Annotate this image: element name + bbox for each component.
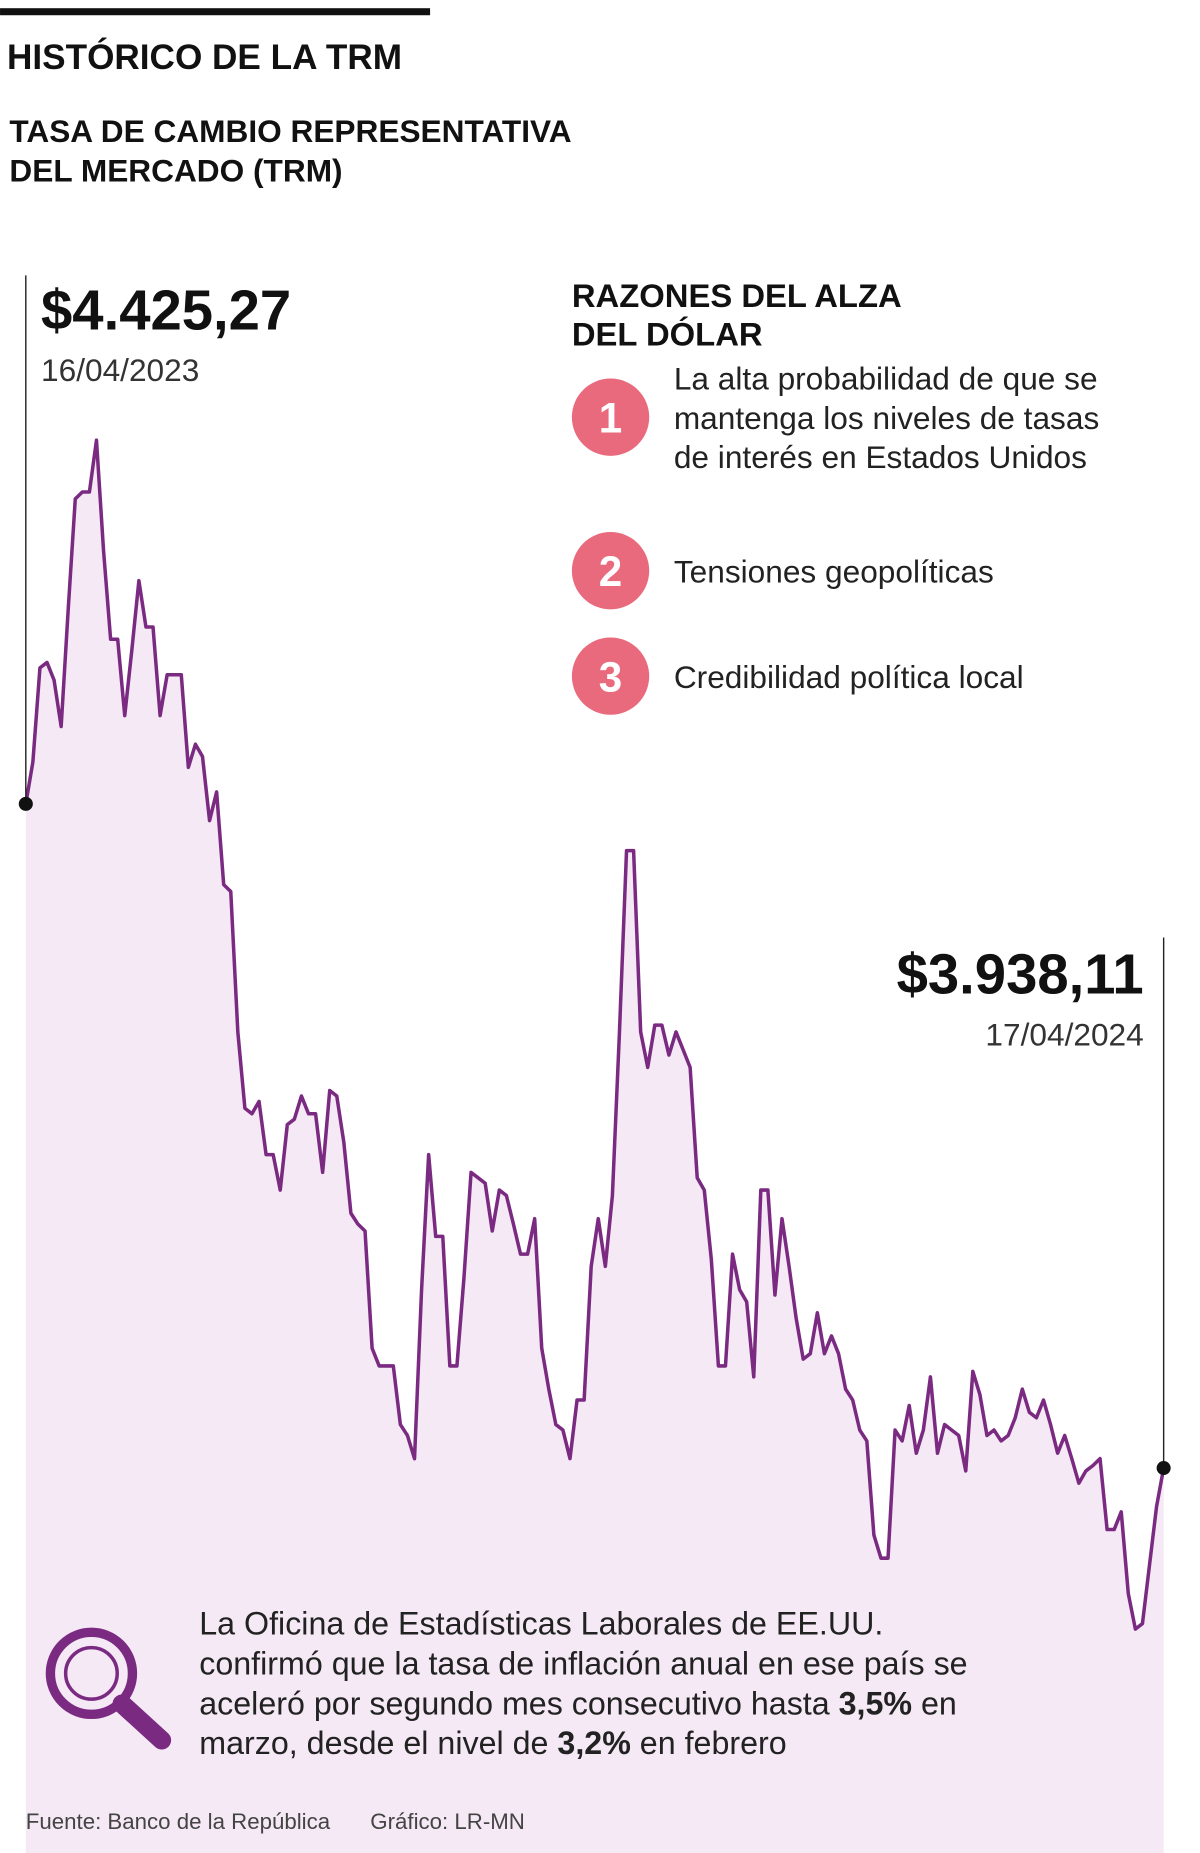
note-line: La Oficina de Estadísticas Laborales de … [199, 1606, 883, 1642]
subtitle-line: TASA DE CAMBIO REPRESENTATIVA [9, 113, 571, 149]
date-label: 16/04/2023 [41, 352, 199, 388]
note-segment: en febrero [631, 1725, 787, 1761]
note-segment: 3,2% [557, 1725, 630, 1761]
top-bar [0, 8, 431, 16]
note-line: marzo, desde el nivel de 3,2% en febrero [199, 1725, 786, 1761]
credit: Gráfico: LR-MN [370, 1809, 525, 1834]
chart-title: HISTÓRICO DE LA TRM [7, 37, 402, 77]
reasons-heading: DEL DÓLAR [572, 316, 763, 353]
note-segment: confirmó que la tasa de inflación anual … [199, 1646, 967, 1682]
reason-badge [571, 637, 650, 715]
chart-layer [24, 438, 1166, 1853]
reason-text: Tensiones geopolíticas [674, 553, 994, 589]
source: Fuente: Banco de la República [26, 1809, 331, 1834]
reason-text: de interés en Estados Unidos [674, 439, 1087, 475]
note-segment: La Oficina de Estadísticas Laborales de … [199, 1606, 883, 1642]
reason-number: 3 [599, 653, 622, 700]
value-label: $3.938,11 [897, 943, 1144, 1006]
reason-text: mantenga los niveles de tasas [674, 400, 1099, 436]
note-line: aceleró por segundo mes consecutivo hast… [199, 1685, 957, 1721]
note-segment: marzo, desde el nivel de [199, 1725, 557, 1761]
magnifier-icon [45, 1627, 172, 1750]
note-segment: 3,5% [839, 1685, 912, 1721]
date-label: 17/04/2024 [985, 1016, 1143, 1052]
note-segment: aceleró por segundo mes consecutivo hast… [199, 1685, 838, 1721]
note-line: confirmó que la tasa de inflación anual … [199, 1646, 967, 1682]
reason-text: Credibilidad política local [674, 659, 1024, 695]
end-point [1156, 1461, 1171, 1476]
reason-text: La alta probabilidad de que se [674, 361, 1098, 397]
foreground: $4.425,27 16/04/2023 $3.938,11 17/04/2024 RA… [18, 275, 1171, 1834]
subtitle-line: DEL MERCADO (TRM) [9, 153, 342, 189]
trm-line [24, 438, 1166, 1631]
area-fill [25, 440, 1164, 1853]
end-point [18, 796, 33, 811]
value-label: $4.425,27 [41, 278, 291, 341]
reason-number: 2 [599, 548, 622, 595]
reason-badge [571, 532, 650, 610]
reasons-heading: RAZONES DEL ALZA [572, 277, 902, 314]
reason-number: 1 [599, 394, 622, 441]
reason-badge [571, 378, 650, 456]
note-segment: en [912, 1685, 957, 1721]
